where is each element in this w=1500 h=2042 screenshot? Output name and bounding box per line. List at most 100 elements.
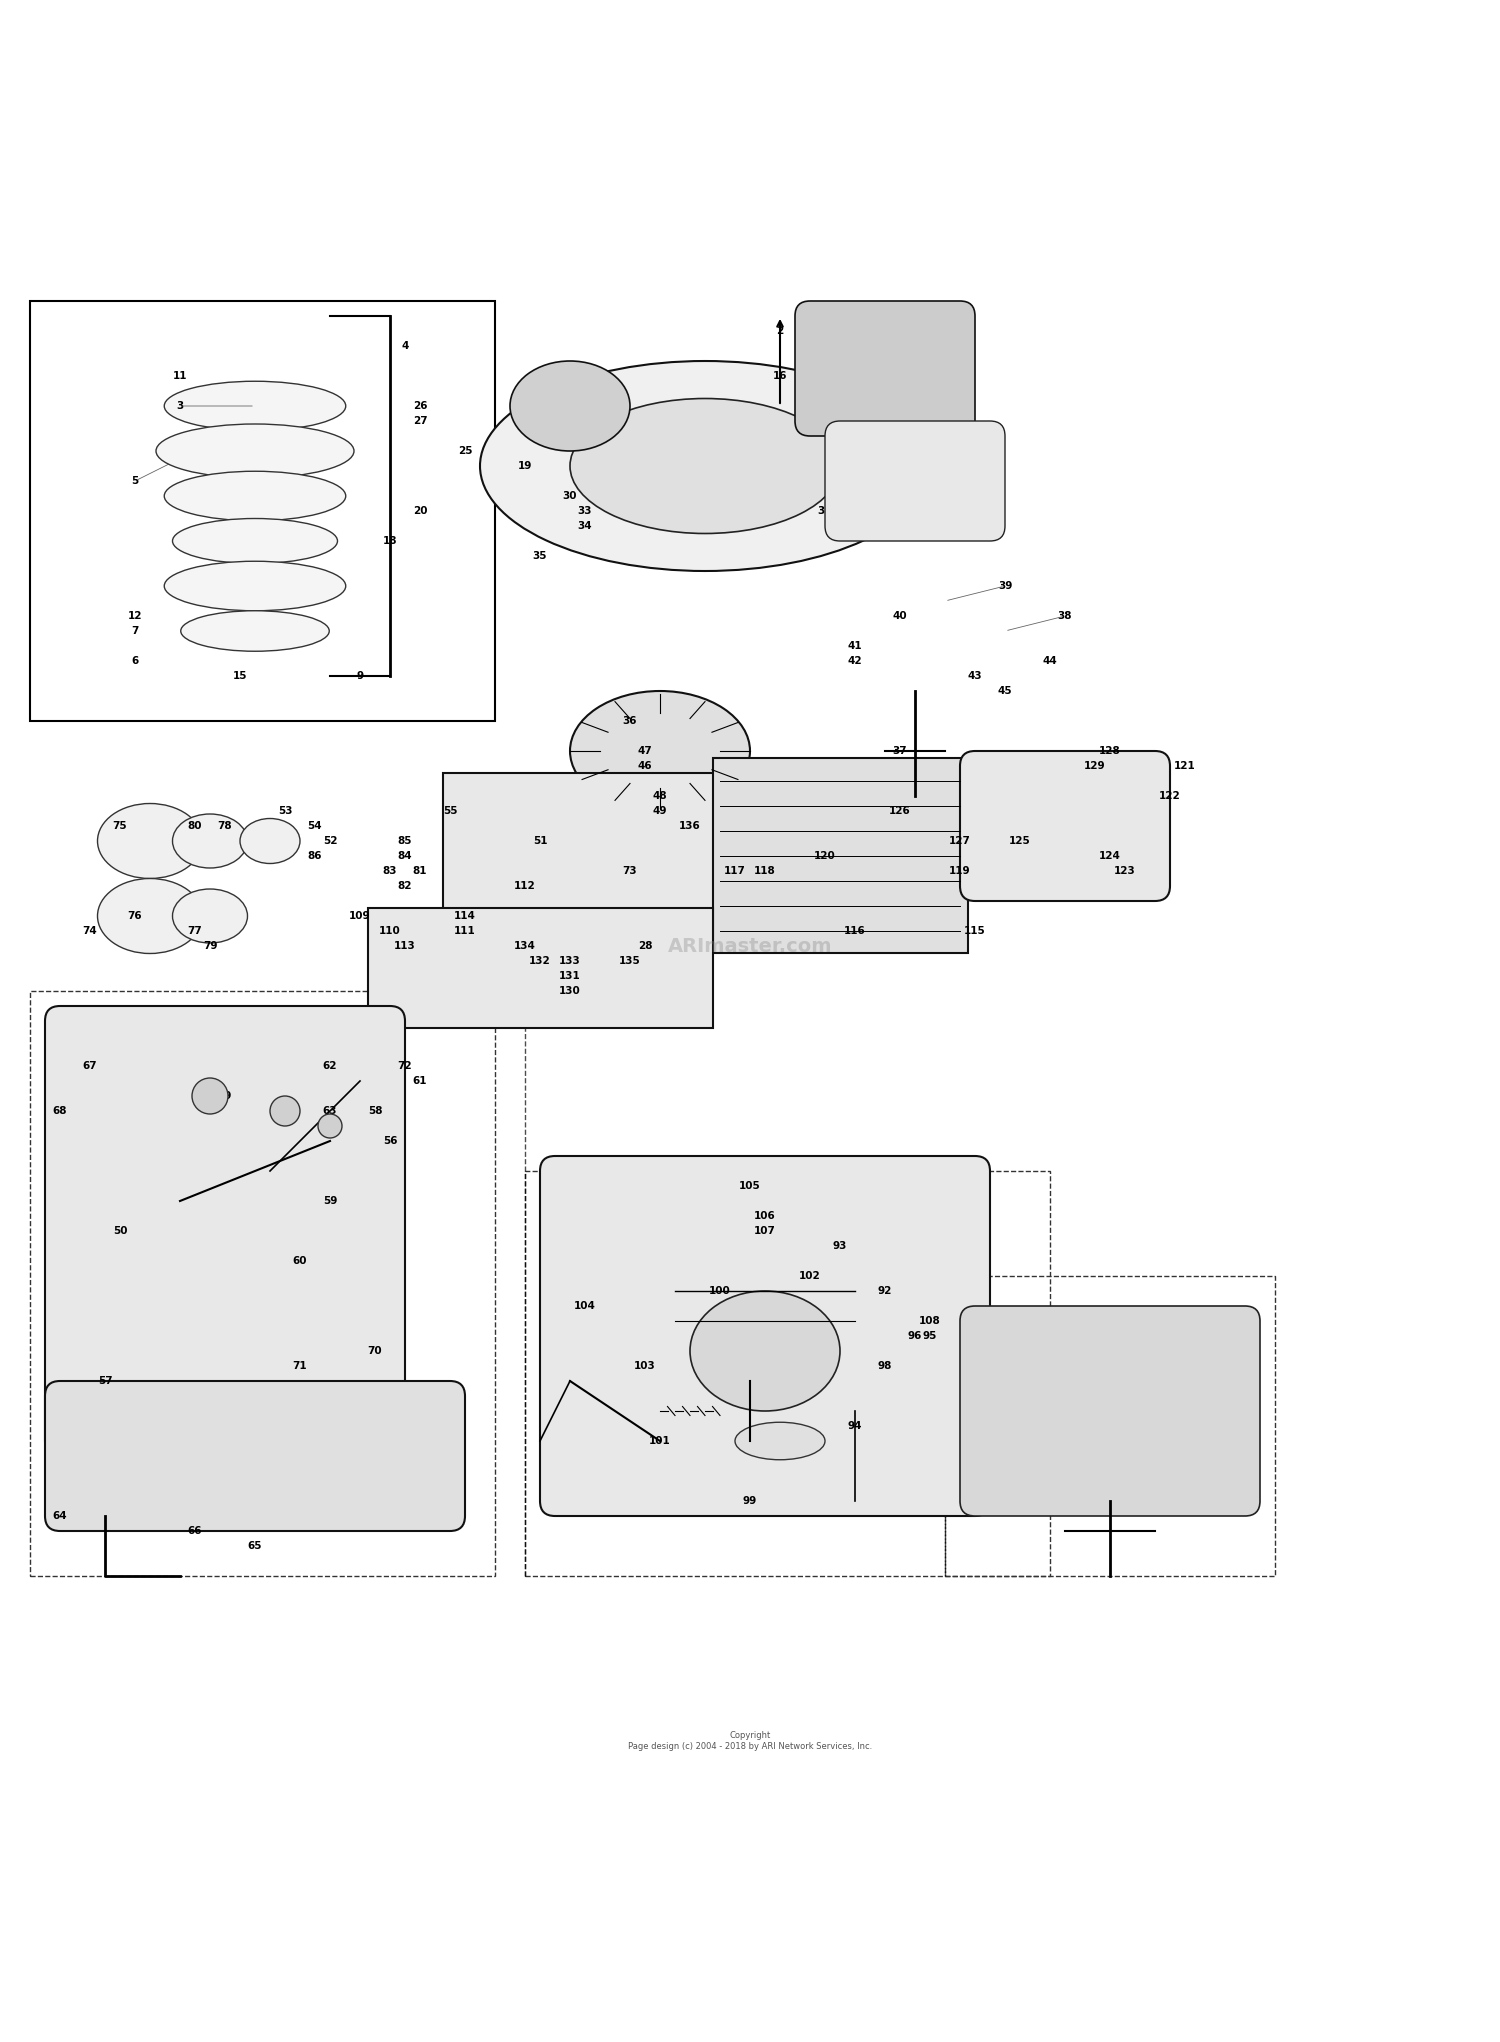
Text: 123: 123 [1114, 866, 1136, 876]
Text: 129: 129 [1084, 762, 1106, 772]
FancyBboxPatch shape [795, 300, 975, 437]
Text: 60: 60 [292, 1256, 308, 1266]
Text: 52: 52 [322, 835, 338, 845]
Text: 125: 125 [1010, 835, 1031, 845]
Text: 33: 33 [578, 506, 592, 517]
Text: 44: 44 [1042, 655, 1058, 666]
Ellipse shape [510, 361, 630, 451]
FancyBboxPatch shape [960, 1307, 1260, 1515]
Text: 38: 38 [1058, 611, 1072, 621]
Text: 70: 70 [368, 1346, 382, 1356]
Text: 72: 72 [398, 1062, 412, 1070]
Text: 75: 75 [112, 821, 128, 831]
Text: 126: 126 [890, 807, 910, 817]
Text: 50: 50 [112, 1225, 128, 1235]
Text: 49: 49 [652, 807, 668, 817]
Text: 86: 86 [308, 852, 322, 862]
Ellipse shape [172, 519, 338, 564]
Text: 118: 118 [754, 866, 776, 876]
Text: 28: 28 [638, 941, 652, 952]
Text: 120: 120 [815, 852, 836, 862]
FancyBboxPatch shape [960, 751, 1170, 901]
Text: Copyright
Page design (c) 2004 - 2018 by ARI Network Services, Inc.: Copyright Page design (c) 2004 - 2018 by… [628, 1732, 872, 1750]
Text: 10: 10 [232, 582, 248, 590]
Text: 80: 80 [188, 821, 202, 831]
Text: 136: 136 [680, 821, 700, 831]
Text: 71: 71 [292, 1362, 308, 1370]
Text: 4: 4 [402, 341, 408, 351]
Text: 63: 63 [322, 1107, 338, 1117]
Ellipse shape [172, 815, 248, 868]
Text: 12: 12 [128, 611, 142, 621]
Text: 100: 100 [710, 1286, 730, 1297]
Text: 43: 43 [968, 672, 982, 680]
FancyBboxPatch shape [45, 1380, 465, 1532]
Text: 88: 88 [1148, 1452, 1162, 1460]
Text: 127: 127 [950, 835, 970, 845]
Text: 59: 59 [322, 1197, 338, 1207]
FancyBboxPatch shape [368, 909, 712, 1029]
Text: 31: 31 [818, 506, 833, 517]
Text: 106: 106 [754, 1211, 776, 1221]
Text: 26: 26 [413, 400, 428, 410]
Text: 34: 34 [578, 521, 592, 531]
Text: ARImaster.com: ARImaster.com [668, 937, 832, 956]
Ellipse shape [570, 690, 750, 811]
Text: 69: 69 [217, 1090, 232, 1101]
Text: 20: 20 [413, 506, 428, 517]
Text: 45: 45 [998, 686, 1012, 696]
FancyBboxPatch shape [45, 1007, 405, 1456]
Text: 97: 97 [772, 1315, 788, 1325]
Text: 29: 29 [758, 476, 772, 486]
Text: 64: 64 [53, 1511, 68, 1521]
Text: 2: 2 [777, 327, 783, 337]
Text: 65: 65 [248, 1542, 262, 1552]
Text: 22: 22 [952, 490, 968, 500]
Text: 11: 11 [172, 372, 188, 382]
Text: 96: 96 [908, 1331, 922, 1342]
Text: 131: 131 [560, 972, 580, 980]
Text: 73: 73 [622, 866, 638, 876]
Text: 55: 55 [442, 807, 458, 817]
Text: 14: 14 [248, 490, 262, 500]
Text: 111: 111 [454, 925, 476, 935]
Text: 54: 54 [308, 821, 322, 831]
Circle shape [192, 1078, 228, 1115]
Ellipse shape [735, 1421, 825, 1460]
Text: 18: 18 [382, 535, 398, 545]
Text: 105: 105 [740, 1180, 760, 1190]
Text: 16: 16 [772, 372, 788, 382]
Ellipse shape [1020, 1352, 1200, 1501]
Text: 66: 66 [188, 1525, 202, 1536]
Ellipse shape [165, 472, 346, 521]
Text: 5: 5 [132, 476, 138, 486]
Ellipse shape [570, 398, 840, 533]
Text: 124: 124 [1100, 852, 1120, 862]
Circle shape [270, 1097, 300, 1125]
Text: 84: 84 [398, 852, 412, 862]
Text: 37: 37 [892, 745, 908, 756]
Text: 117: 117 [724, 866, 746, 876]
Text: 85: 85 [398, 835, 412, 845]
Text: 128: 128 [1100, 745, 1120, 756]
Text: 23: 23 [922, 400, 938, 410]
Text: 130: 130 [560, 986, 580, 996]
Text: 21: 21 [952, 461, 968, 472]
Text: 19: 19 [518, 461, 532, 472]
Text: 113: 113 [394, 941, 416, 952]
Text: 79: 79 [202, 941, 217, 952]
Ellipse shape [182, 611, 330, 651]
Text: 74: 74 [82, 925, 98, 935]
Ellipse shape [98, 803, 202, 878]
Text: 51: 51 [532, 835, 548, 845]
Text: 46: 46 [638, 762, 652, 772]
Text: 35: 35 [532, 551, 548, 562]
Text: 134: 134 [514, 941, 535, 952]
Text: 107: 107 [754, 1225, 776, 1235]
Text: 135: 135 [620, 956, 640, 966]
Text: 108: 108 [920, 1315, 940, 1325]
Text: 6: 6 [132, 655, 138, 666]
Text: 121: 121 [1174, 762, 1196, 772]
Text: 89: 89 [1102, 1391, 1118, 1401]
Text: 76: 76 [128, 911, 142, 921]
